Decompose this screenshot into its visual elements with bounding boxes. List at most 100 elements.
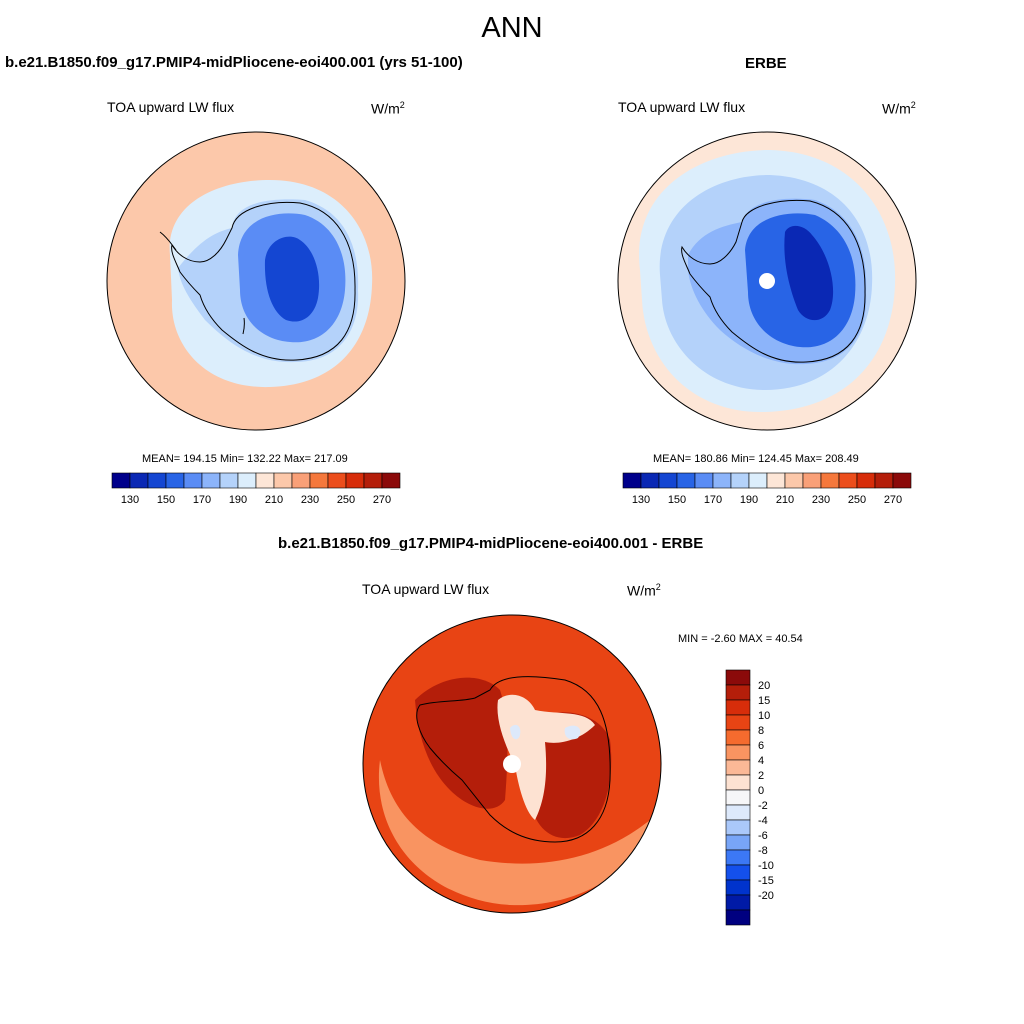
panel-2-units: W/m2	[882, 100, 916, 117]
colorbar-box	[748, 472, 768, 489]
colorbar-box	[622, 472, 642, 489]
panel-2-map	[617, 131, 917, 431]
peninsula-coast	[159, 231, 245, 335]
panel-3-map	[362, 614, 662, 914]
colorbar-box	[658, 472, 678, 489]
colorbar-tick-label: -4	[758, 815, 768, 827]
colorbar-box	[676, 472, 696, 489]
colorbar-tick-label: 150	[157, 494, 175, 506]
panel-1-title: b.e21.B1850.f09_g17.PMIP4-midPliocene-eo…	[5, 54, 463, 71]
panel-3-field-label: TOA upward LW flux	[362, 581, 490, 597]
season-title: ANN	[481, 12, 543, 44]
map-region-ridge-core	[510, 724, 581, 740]
map-boundary	[362, 614, 662, 914]
panel-3-units: W/m2	[627, 582, 661, 599]
colorbar-box	[273, 472, 293, 489]
colorbar-tick-label: 20	[758, 680, 770, 692]
colorbar-box	[381, 472, 401, 489]
colorbar-box	[730, 472, 750, 489]
colorbar-box	[725, 864, 751, 881]
colorbar-box	[237, 472, 257, 489]
colorbar-box	[725, 909, 751, 926]
colorbar-box	[892, 472, 912, 489]
colorbar-tick-label: 170	[193, 494, 211, 506]
panel-3-title: b.e21.B1850.f09_g17.PMIP4-midPliocene-eo…	[278, 535, 704, 552]
colorbar-tick-label: -20	[758, 890, 774, 902]
map-boundary	[106, 131, 406, 431]
missing-data-pole	[503, 755, 521, 773]
missing-data-pole	[759, 273, 775, 289]
coastline	[681, 199, 866, 363]
map-region-west-antarctica	[415, 677, 508, 809]
colorbar-box	[147, 472, 167, 489]
colorbar-box	[766, 472, 786, 489]
colorbar-tick-label: 150	[668, 494, 686, 506]
colorbar-box	[183, 472, 203, 489]
colorbar-box	[309, 472, 329, 489]
colorbar-tick-label: -15	[758, 875, 774, 887]
colorbar-tick-label: 6	[758, 740, 764, 752]
panel-2-stats: MEAN= 180.86 Min= 124.45 Max= 208.49	[653, 453, 859, 465]
panel-2-colorbar: 130 150 170 190 210 230 250 270	[622, 472, 912, 506]
colorbar-tick-label: 190	[229, 494, 247, 506]
colorbar-box	[725, 879, 751, 896]
colorbar-box	[725, 759, 751, 776]
colorbar-box	[725, 714, 751, 731]
panel-3-stats: MIN = -2.60 MAX = 40.54	[678, 633, 803, 645]
colorbar-box	[725, 894, 751, 911]
colorbar-tick-label: 230	[301, 494, 319, 506]
colorbar-box	[291, 472, 311, 489]
colorbar-tick-label: 4	[758, 755, 764, 767]
colorbar-box	[802, 472, 822, 489]
colorbar-tick-label: 270	[373, 494, 391, 506]
colorbar-box	[640, 472, 660, 489]
colorbar-tick-label: -8	[758, 845, 768, 857]
panel-1-stats: MEAN= 194.15 Min= 132.22 Max= 217.09	[142, 453, 348, 465]
colorbar-box	[820, 472, 840, 489]
colorbar-box	[725, 804, 751, 821]
colorbar-box	[784, 472, 804, 489]
colorbar-tick-label: 250	[337, 494, 355, 506]
colorbar-box	[327, 472, 347, 489]
colorbar-box	[725, 684, 751, 701]
colorbar-box	[725, 744, 751, 761]
colorbar-tick-label: 190	[740, 494, 758, 506]
colorbar-box	[255, 472, 275, 489]
colorbar-box	[725, 849, 751, 866]
colorbar-box	[129, 472, 149, 489]
panel-1-colorbar: 130 150 170 190 210 230 250 270	[111, 472, 401, 506]
colorbar-box	[874, 472, 894, 489]
map-boundary	[617, 131, 917, 431]
panel-1-map	[106, 131, 406, 431]
colorbar-box	[725, 699, 751, 716]
coastline	[171, 201, 356, 361]
colorbar-tick-label: 170	[704, 494, 722, 506]
colorbar-tick-label: 130	[121, 494, 139, 506]
panel-2-field-label: TOA upward LW flux	[618, 99, 746, 115]
colorbar-box	[694, 472, 714, 489]
colorbar-tick-label: 130	[632, 494, 650, 506]
colorbar-tick-label: 15	[758, 695, 770, 707]
colorbar-box	[712, 472, 732, 489]
colorbar-tick-label: 10	[758, 710, 770, 722]
colorbar-box	[725, 669, 751, 686]
colorbar-tick-label: 270	[884, 494, 902, 506]
colorbar-tick-label: 230	[812, 494, 830, 506]
panel-2-title: ERBE	[745, 55, 787, 72]
panel-1-field-label: TOA upward LW flux	[107, 99, 235, 115]
colorbar-box	[111, 472, 131, 489]
colorbar-tick-label: 2	[758, 770, 764, 782]
panel-1-units: W/m2	[371, 100, 405, 117]
colorbar-tick-label: -6	[758, 830, 768, 842]
colorbar-box	[725, 819, 751, 836]
map-region-plateau-core	[784, 225, 834, 321]
colorbar-box	[219, 472, 239, 489]
colorbar-tick-label: 210	[265, 494, 283, 506]
map-region-east-antarctica	[527, 712, 612, 839]
colorbar-tick-label: 250	[848, 494, 866, 506]
colorbar-box	[725, 774, 751, 791]
colorbar-box	[345, 472, 365, 489]
map-region-outer-ring	[378, 760, 650, 906]
